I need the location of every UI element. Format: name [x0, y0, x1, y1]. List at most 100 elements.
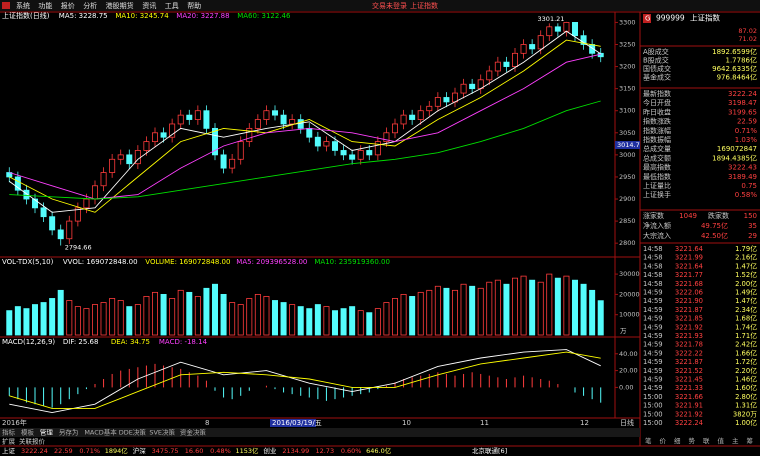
tab[interactable]: SVE决策 — [149, 428, 175, 437]
panel-tab[interactable]: 细 — [674, 436, 681, 445]
menu-item[interactable]: 分析 — [83, 1, 97, 10]
candle-body — [529, 44, 536, 50]
legend-item: VOL-TDX(5,10) — [2, 258, 54, 266]
y-tick-label: 3300 — [619, 18, 636, 26]
legend-item: MA5: 209396528.00 — [236, 258, 307, 266]
login-status[interactable]: 交易未登录 — [372, 1, 407, 10]
volume-row-label: 国债成交 — [643, 64, 671, 73]
tick-time: 14:59 — [643, 367, 663, 375]
candle-body — [374, 141, 381, 156]
tab[interactable]: DDE决策 — [119, 428, 147, 437]
tab[interactable]: MACD基本 — [84, 428, 117, 437]
menu-item[interactable]: 资讯 — [142, 1, 156, 10]
tick-price: 3221.93 — [675, 332, 703, 340]
candle-body — [520, 44, 527, 54]
stock-name: 上证指数 — [690, 13, 720, 23]
panel-tab[interactable]: 笔 — [645, 436, 652, 445]
tick-time: 14:59 — [643, 306, 663, 314]
volume-row-value: 1892.6599亿 — [712, 47, 757, 56]
candle-body — [469, 83, 476, 90]
tick-price: 3222.06 — [675, 289, 703, 297]
status-item: 16.60 — [185, 447, 204, 455]
volume-bar — [597, 300, 604, 336]
volume-bar — [66, 300, 73, 336]
candle-body — [14, 176, 21, 191]
volume-bar — [92, 304, 99, 336]
high-annotation: 3301.21 — [538, 15, 565, 23]
candle-body — [229, 158, 236, 169]
tick-time: 14:59 — [643, 297, 663, 305]
tab[interactable]: 资金决策 — [180, 428, 207, 437]
tick-volume: 1.74亿 — [735, 322, 757, 331]
y-tick-label: 3200 — [619, 63, 636, 71]
candle-body — [246, 127, 253, 143]
tab[interactable]: 扩展 — [2, 437, 16, 446]
candle-body — [314, 136, 321, 147]
panel-tab[interactable]: 筹 — [747, 436, 754, 445]
y-tick-label: 3050 — [619, 129, 636, 137]
candle-body — [143, 141, 150, 151]
menu-item[interactable]: 报价 — [61, 1, 75, 10]
volume-bar — [49, 298, 56, 336]
volume-bar — [580, 283, 587, 336]
quote-row-value: 3199.65 — [728, 108, 757, 116]
tab[interactable]: 模板 — [21, 428, 35, 437]
candle-body — [400, 114, 407, 125]
candle-body — [169, 123, 176, 138]
quote-row-value: 0.75 — [741, 182, 757, 190]
tick-price: 3221.90 — [675, 297, 703, 305]
window-title: 上证指数 — [410, 1, 438, 10]
tick-time: 15:00 — [643, 410, 663, 418]
tick-price: 3221.33 — [675, 384, 703, 392]
volume-bar — [117, 300, 124, 336]
candle-body — [23, 189, 30, 200]
tick-volume: 1.72亿 — [735, 357, 757, 366]
tick-price: 3221.77 — [675, 271, 703, 279]
tab[interactable]: 管理 — [40, 428, 54, 437]
menu-item[interactable]: 帮助 — [187, 1, 201, 10]
cursor-date-box — [270, 419, 316, 427]
candle-body — [151, 132, 158, 143]
volume-bar — [109, 298, 116, 336]
candle-body — [297, 119, 304, 129]
panel-tab[interactable]: 值 — [718, 436, 725, 445]
volume-bar — [572, 279, 579, 336]
volume-bar — [486, 281, 493, 336]
menu-item[interactable]: 系统 — [16, 1, 30, 10]
legend-item: DIF: 25.68 — [63, 338, 99, 346]
x-label: 11 — [480, 419, 489, 427]
ma-line — [9, 100, 601, 200]
tick-price: 3221.99 — [675, 254, 703, 262]
tick-time: 14:59 — [643, 323, 663, 331]
tick-time: 14:59 — [643, 376, 663, 384]
menu-item[interactable]: 港股期货 — [106, 1, 134, 10]
tick-volume: 2.34亿 — [735, 305, 757, 314]
menu-item[interactable]: 工具 — [165, 2, 179, 10]
volume-bar — [32, 304, 39, 336]
candle-body — [391, 123, 398, 134]
tick-volume: 1.31亿 — [735, 401, 757, 410]
candle-body — [40, 207, 47, 218]
tab[interactable]: 关联报价 — [19, 437, 46, 446]
tick-price: 3221.64 — [675, 262, 703, 270]
y-tick-label: 2800 — [619, 239, 636, 247]
volume-row-label: B股成交 — [643, 56, 669, 65]
menu-item[interactable]: 功能 — [38, 1, 52, 10]
candle-body — [186, 114, 193, 120]
tick-time: 14:59 — [643, 384, 663, 392]
volume-bar — [220, 293, 227, 336]
tab[interactable]: 另存为 — [59, 428, 79, 437]
tick-price: 3222.22 — [675, 349, 703, 357]
status-item: 12.73 — [315, 447, 334, 455]
tab[interactable]: 指标 — [2, 428, 16, 437]
panel-tab[interactable]: 主 — [732, 436, 739, 445]
panel-tab[interactable]: 联 — [703, 436, 710, 445]
legend-item: MACD(12,26,9) — [2, 338, 55, 346]
panel-tab[interactable]: 价 — [660, 437, 667, 445]
period-label[interactable]: 日线 — [620, 418, 634, 427]
tick-volume: 2.42亿 — [735, 340, 757, 349]
panel-tab[interactable]: 势 — [689, 436, 696, 445]
candle-body — [546, 26, 553, 37]
status-item: 上证 — [2, 446, 16, 455]
tick-price: 3221.92 — [675, 323, 703, 331]
